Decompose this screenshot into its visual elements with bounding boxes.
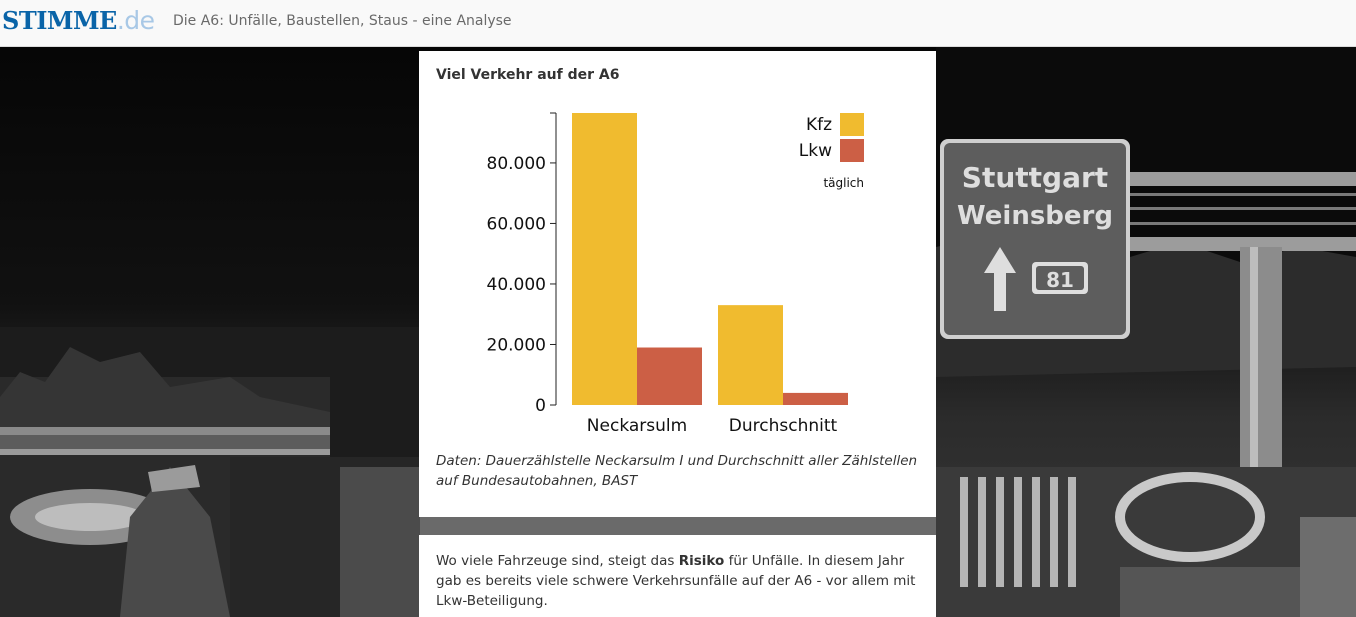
legend-swatch-kfz	[840, 113, 864, 136]
chart-card: Viel Verkehr auf der A6 0 20.000 40.000 60.…	[419, 51, 936, 517]
y-tick-label: 60.000	[487, 214, 546, 234]
legend-note: täglich	[823, 176, 864, 190]
legend-swatch-lkw	[840, 139, 864, 162]
body-paragraph: Wo viele Fahrzeuge sind, steigt das Risi…	[436, 553, 916, 609]
y-tick-label: 80.000	[487, 154, 546, 174]
y-tick-label: 40.000	[487, 275, 546, 295]
top-bar: STIMME.de Die A6: Unfälle, Baustellen, S…	[0, 0, 1356, 47]
sign-exit-number: 81	[1046, 268, 1074, 292]
x-category-label: Durchschnitt	[729, 416, 838, 436]
y-tick-label: 20.000	[487, 335, 546, 355]
legend-label-kfz: Kfz	[806, 115, 832, 135]
risk-emphasis: Risiko	[678, 553, 725, 569]
arrow-up-icon	[984, 247, 1016, 311]
bar-chart: 0 20.000 40.000 60.000 80.000 Neckarsulm Durch…	[487, 112, 864, 436]
site-logo[interactable]: STIMME.de	[2, 6, 155, 35]
text-card: Wo viele Fahrzeuge sind, steigt das Risi…	[419, 535, 936, 617]
article-headline: Die A6: Unfälle, Baustellen, Staus - ein…	[173, 13, 512, 29]
x-category-label: Neckarsulm	[587, 416, 687, 436]
bar-lkw-durchschnitt	[783, 392, 848, 405]
bar-kfz-durchschnitt	[718, 305, 783, 405]
y-tick-label: 0	[535, 396, 546, 416]
legend-label-lkw: Lkw	[799, 141, 832, 161]
bar-lkw-neckarsulm	[637, 347, 702, 405]
sign-text-weinsberg: Weinsberg	[957, 201, 1113, 231]
bar-kfz-neckarsulm	[572, 113, 637, 405]
chart-source-note: Daten: Dauerzählstelle Neckarsulm I und …	[436, 453, 918, 489]
chart-title: Viel Verkehr auf der A6	[436, 67, 620, 83]
sign-text-stuttgart: Stuttgart	[962, 161, 1108, 194]
